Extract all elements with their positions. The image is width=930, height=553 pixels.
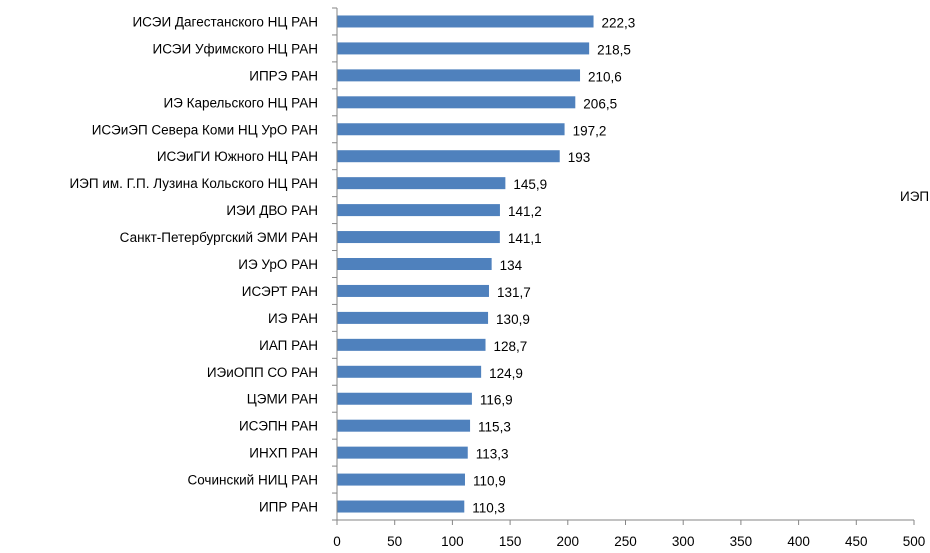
bar bbox=[337, 338, 486, 351]
category-label: ИНХП РАН bbox=[249, 446, 318, 461]
category-label: ИЭ УрО РАН bbox=[238, 257, 318, 272]
x-tick-label: 300 bbox=[672, 534, 695, 549]
value-label: 113,3 bbox=[476, 447, 509, 462]
bar bbox=[337, 311, 489, 324]
value-label: 115,3 bbox=[478, 420, 511, 435]
x-tick-label: 500 bbox=[903, 534, 926, 549]
x-tick-label: 200 bbox=[557, 534, 580, 549]
x-tick-label: 450 bbox=[845, 534, 868, 549]
value-label: 110,9 bbox=[473, 474, 506, 489]
bar bbox=[337, 446, 468, 459]
bar bbox=[337, 123, 565, 136]
category-label: ИСЭИ Уфимского НЦ РАН bbox=[152, 41, 318, 56]
value-label: 193 bbox=[568, 150, 591, 165]
bar bbox=[337, 96, 576, 109]
value-label: 206,5 bbox=[583, 96, 617, 111]
x-tick-label: 100 bbox=[441, 534, 464, 549]
side-text: ИЭП bbox=[900, 189, 929, 204]
value-label: 141,1 bbox=[508, 231, 542, 246]
x-tick-label: 400 bbox=[787, 534, 810, 549]
category-label: ИЭИ ДВО РАН bbox=[226, 203, 318, 218]
bar bbox=[337, 150, 560, 163]
value-label: 124,9 bbox=[489, 366, 523, 381]
bar bbox=[337, 473, 465, 486]
x-tick-label: 250 bbox=[614, 534, 637, 549]
category-label: ИСЭРТ РАН bbox=[242, 284, 318, 299]
value-label: 110,3 bbox=[472, 501, 505, 516]
category-label: ЦЭМИ РАН bbox=[247, 392, 318, 407]
value-label: 130,9 bbox=[496, 312, 530, 327]
bar bbox=[337, 177, 506, 190]
value-label: 222,3 bbox=[602, 15, 636, 30]
bar bbox=[337, 284, 489, 297]
bar bbox=[337, 392, 472, 405]
x-tick-label: 150 bbox=[499, 534, 522, 549]
category-label: ИСЭиГИ Южного НЦ РАН bbox=[157, 149, 318, 164]
x-tick-label: 50 bbox=[387, 534, 402, 549]
value-label: 197,2 bbox=[573, 123, 607, 138]
value-label: 218,5 bbox=[597, 42, 631, 57]
category-label: ИСЭИ Дагестанского НЦ РАН bbox=[132, 14, 318, 29]
x-tick-label: 0 bbox=[333, 534, 341, 549]
category-label: ИПР РАН bbox=[259, 500, 318, 515]
bar bbox=[337, 42, 590, 55]
value-label: 145,9 bbox=[513, 177, 547, 192]
value-label: 141,2 bbox=[508, 204, 542, 219]
category-label: Сочинский НИЦ РАН bbox=[187, 473, 318, 488]
x-tick-label: 350 bbox=[730, 534, 753, 549]
category-label: ИПРЭ РАН bbox=[249, 68, 318, 83]
category-label: ИАП РАН bbox=[259, 338, 318, 353]
bar bbox=[337, 204, 500, 217]
value-label: 128,7 bbox=[494, 339, 528, 354]
value-label: 134 bbox=[500, 258, 523, 273]
bar bbox=[337, 231, 500, 244]
bar bbox=[337, 365, 482, 378]
bar bbox=[337, 69, 581, 82]
bar bbox=[337, 15, 594, 28]
value-label: 210,6 bbox=[588, 69, 622, 84]
category-label: ИСЭиЭП Севера Коми НЦ УрО РАН bbox=[92, 122, 318, 137]
category-label: ИЭП им. Г.П. Лузина Кольского НЦ РАН bbox=[69, 176, 318, 191]
bar bbox=[337, 500, 465, 513]
category-label: ИЭ РАН bbox=[268, 311, 318, 326]
value-label: 116,9 bbox=[480, 393, 513, 408]
category-label: ИЭ Карельского НЦ РАН bbox=[163, 95, 318, 110]
category-label: Санкт-Петербургский ЭМИ РАН bbox=[120, 230, 318, 245]
value-label: 131,7 bbox=[497, 285, 531, 300]
category-label: ИЭиОПП СО РАН bbox=[207, 365, 318, 380]
category-label: ИСЭПН РАН bbox=[239, 419, 318, 434]
bar bbox=[337, 419, 471, 432]
bar bbox=[337, 258, 492, 270]
